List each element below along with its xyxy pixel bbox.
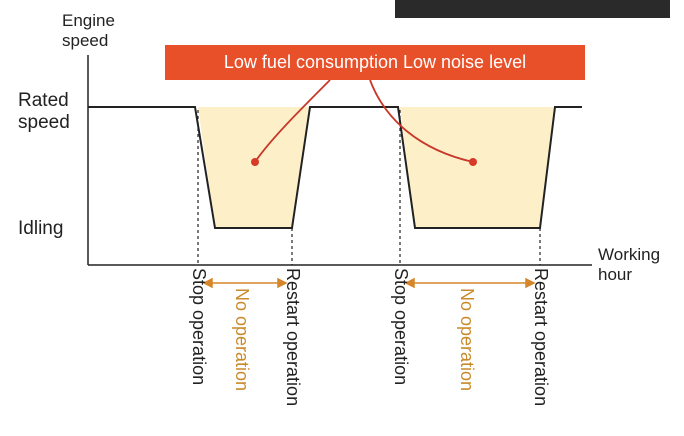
gap-arrows [202, 277, 536, 289]
level-label: Rated speed [18, 90, 70, 133]
y-axis-title: Engine speed [62, 11, 115, 50]
event-label: Stop operation [189, 268, 209, 385]
callout-pointer [369, 79, 474, 163]
callout-box [165, 45, 585, 80]
saving-area [198, 107, 310, 228]
callout-dot [251, 158, 259, 166]
event-lines [197, 110, 541, 265]
level-label: Idling [18, 218, 63, 239]
gap-label: No operation [232, 288, 252, 391]
event-label: Restart operation [283, 268, 303, 406]
event-label: Stop operation [391, 268, 411, 385]
saving-area [400, 107, 555, 228]
callout-pointer [254, 79, 331, 163]
x-axis-title: Working hour [598, 245, 660, 284]
callout-text: Low fuel consumption Low noise level [224, 52, 526, 72]
photo-fragment [395, 0, 670, 18]
event-label: Restart operation [531, 268, 551, 406]
rotated-labels: Stop operation Restart operation Stop oper… [189, 268, 551, 406]
speed-line [88, 106, 582, 229]
callout-dot [469, 158, 477, 166]
gap-label: No operation [457, 288, 477, 391]
